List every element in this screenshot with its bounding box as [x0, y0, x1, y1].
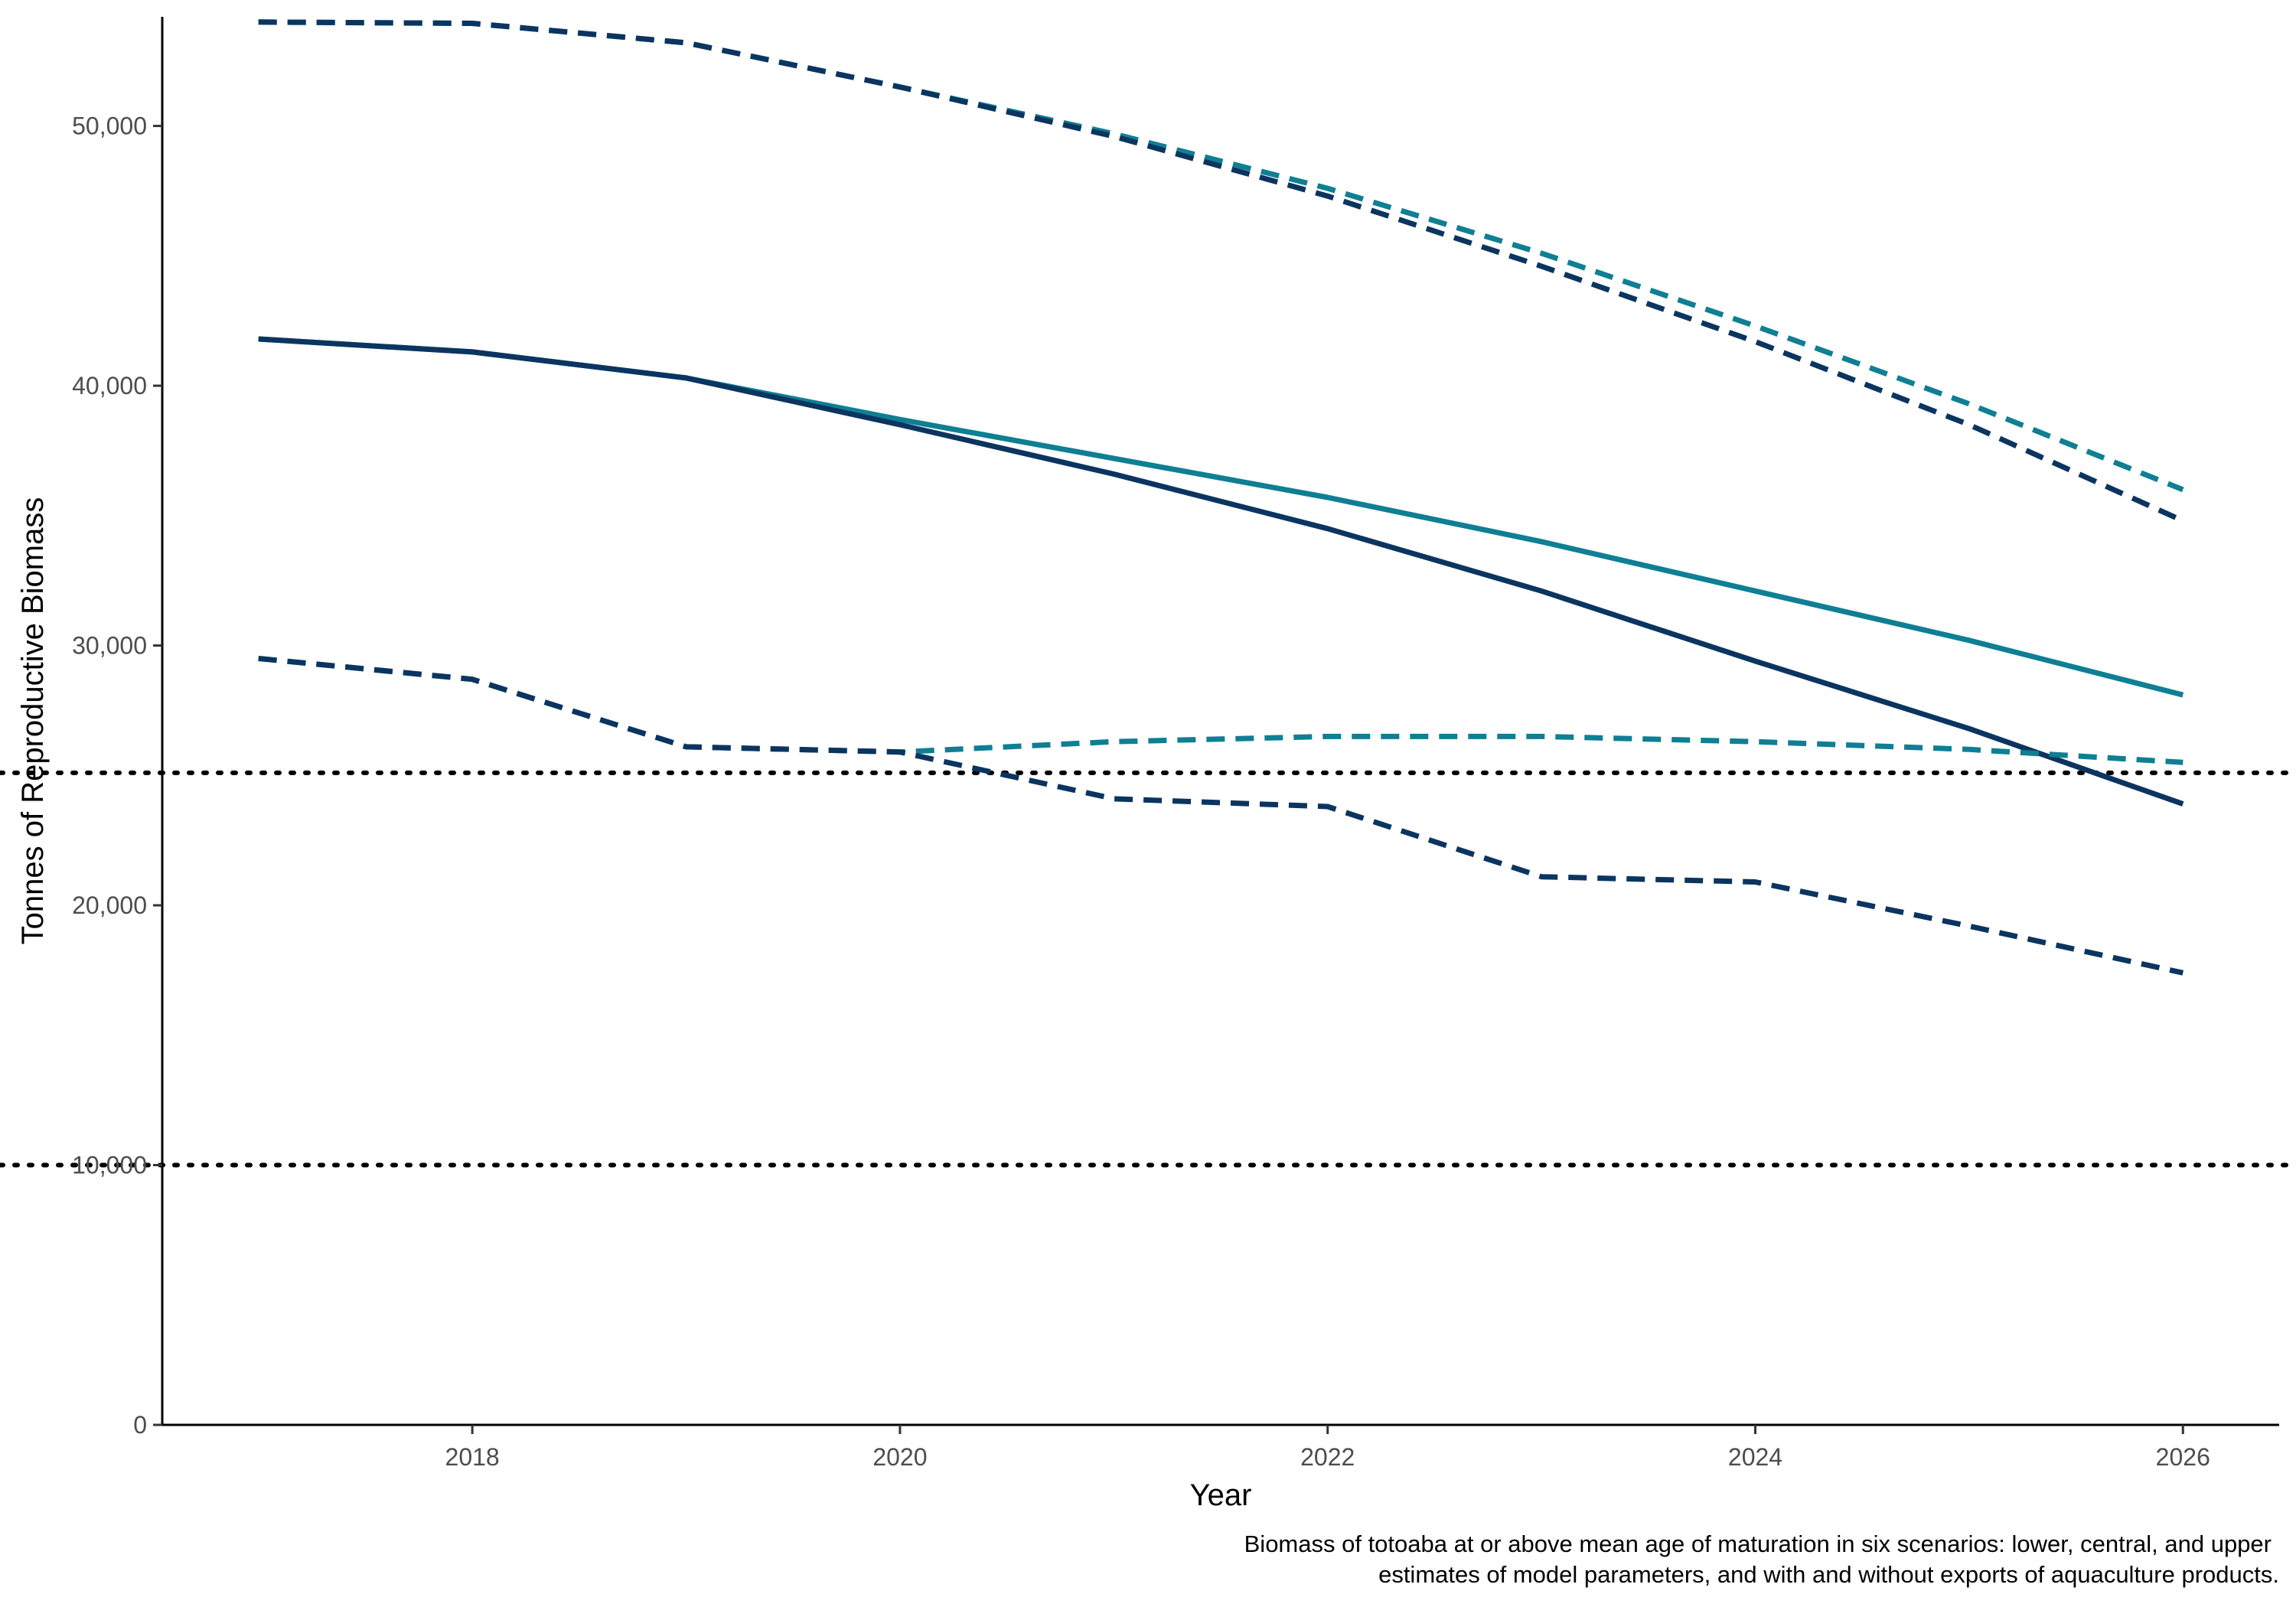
series-line-3 [258, 336, 2184, 698]
y-ticks: 0 10,000 20,000 30,000 40,000 50,000 [72, 112, 162, 1439]
y-tick-label: 20,000 [72, 892, 147, 919]
series-lines [258, 19, 2184, 976]
axes [161, 17, 2279, 1426]
y-axis-title: Tonnes of Reproductive Biomass [16, 497, 50, 945]
series-line-5 [258, 656, 2183, 765]
y-tick-label: 10,000 [72, 1152, 147, 1179]
caption-line-2: estimates of model parameters, and with … [1378, 1561, 2279, 1588]
series-line-6 [258, 656, 2184, 976]
series-line-1 [258, 19, 2184, 493]
x-tick-label: 2024 [1728, 1443, 1782, 1471]
caption-line-1: Biomass of totoaba at or above mean age … [1244, 1530, 2272, 1557]
series-line-4 [258, 336, 2184, 807]
x-tick-label: 2022 [1300, 1443, 1355, 1471]
x-tick-label: 2026 [2156, 1443, 2210, 1471]
x-axis-title: Year [1190, 1478, 1252, 1512]
y-tick-label: 30,000 [72, 632, 147, 660]
x-tick-label: 2020 [872, 1443, 927, 1471]
y-tick-label: 0 [133, 1411, 147, 1439]
y-tick-label: 40,000 [72, 372, 147, 399]
y-tick-label: 50,000 [72, 112, 147, 140]
reference-lines [0, 770, 2296, 1168]
x-tick-label: 2018 [445, 1443, 500, 1471]
x-ticks: 2018 2020 2022 2024 2026 [445, 1425, 2210, 1471]
series-line-2 [258, 19, 2184, 523]
